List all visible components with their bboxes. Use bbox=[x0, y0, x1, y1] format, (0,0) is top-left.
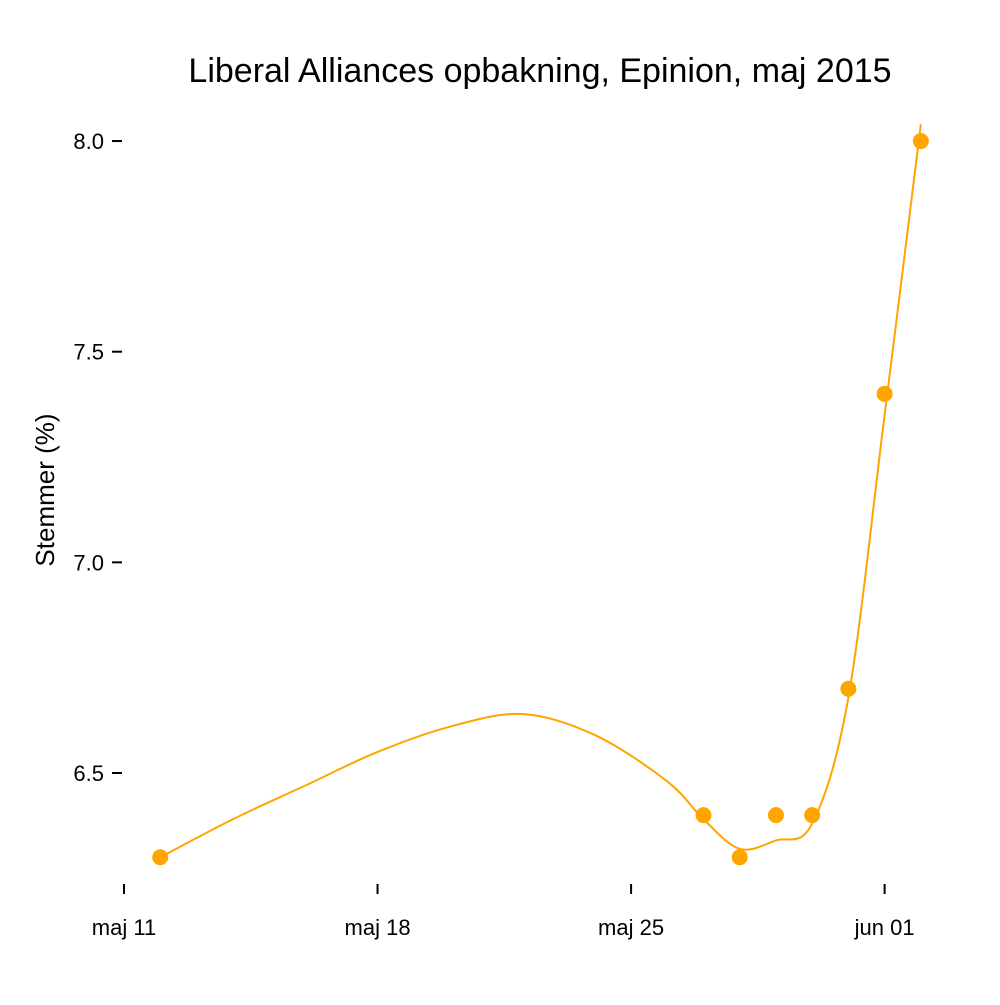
data-point bbox=[152, 849, 169, 866]
x-axis: maj 11 maj 18 maj 25 jun 01 bbox=[92, 884, 915, 940]
data-point bbox=[840, 680, 857, 697]
y-tick-label: 8.0 bbox=[73, 129, 104, 154]
y-tick-label: 7.5 bbox=[73, 340, 104, 365]
x-tick-label: maj 25 bbox=[598, 915, 664, 940]
x-tick-label: maj 11 bbox=[92, 915, 156, 940]
y-axis: 6.5 7.0 7.5 8.0 bbox=[73, 129, 122, 786]
data-point bbox=[876, 385, 893, 402]
data-point bbox=[804, 807, 821, 824]
y-axis-label: Stemmer (%) bbox=[30, 413, 60, 566]
data-point bbox=[912, 133, 929, 150]
data-point bbox=[767, 807, 784, 824]
y-tick-label: 6.5 bbox=[73, 761, 104, 786]
x-tick-label: jun 01 bbox=[854, 915, 915, 940]
x-tick-label: maj 18 bbox=[345, 915, 411, 940]
data-point bbox=[695, 807, 712, 824]
data-points bbox=[152, 133, 929, 866]
chart-title: Liberal Alliances opbakning, Epinion, ma… bbox=[188, 52, 891, 90]
data-point bbox=[731, 849, 748, 866]
y-tick-label: 7.0 bbox=[73, 550, 104, 575]
smooth-line bbox=[159, 124, 922, 859]
